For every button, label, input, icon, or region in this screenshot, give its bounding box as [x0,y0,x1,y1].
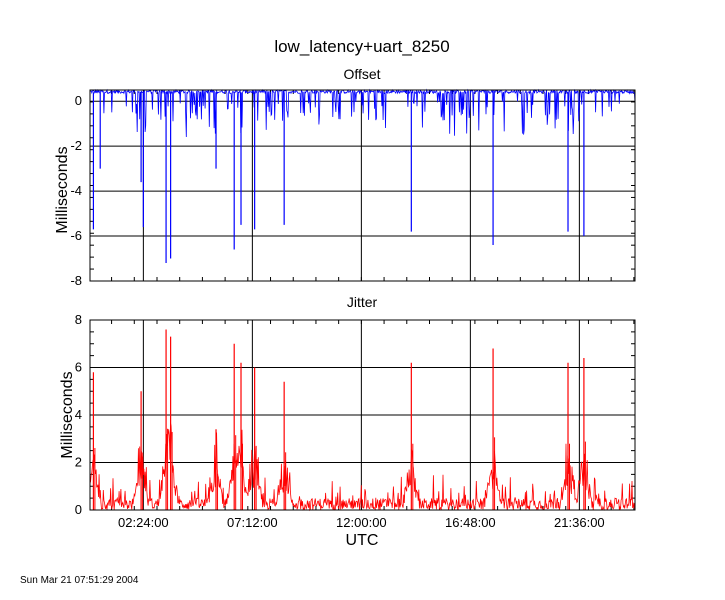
jitter-x-ticks: 02:24:00 07:12:00 12:00:00 16:48:00 21:36:00 [118,515,605,530]
offset-title: Offset [343,66,380,82]
jitter-y-tick-label: 8 [75,312,82,327]
jitter-y-ticks: 0 2 4 6 8 [75,312,82,517]
jitter-plot-frame [89,319,636,511]
x-axis-label: UTC [346,532,379,549]
x-tick-label: 21:36:00 [554,515,605,530]
offset-y-tick-label: 0 [75,93,82,108]
x-tick-label: 16:48:00 [445,515,496,530]
x-tick-label: 12:00:00 [336,515,387,530]
jitter-y-tick-label: 6 [75,360,82,375]
offset-plot-frame [89,89,636,282]
jitter-trace [89,422,636,512]
jitter-panel: Jitter Milliseconds 0 2 4 6 8 02:24:00 07:12:… [59,294,636,530]
x-tick-label: 02:24:00 [118,515,169,530]
x-tick-label: 07:12:00 [227,515,278,530]
jitter-title: Jitter [347,294,378,310]
offset-series [90,88,636,264]
chart-title: low_latency+uart_8250 [274,37,449,56]
offset-grid [90,89,635,282]
offset-trace [90,88,636,138]
offset-y-ticks: 0 -2 -4 -6 -8 [70,93,82,288]
jitter-y-tick-label: 4 [75,407,82,422]
offset-panel: Offset Milliseconds 0 -2 -4 -6 -8 [54,66,636,288]
offset-y-axis-label: Milliseconds [54,146,71,233]
jitter-y-axis-label: Milliseconds [59,371,76,458]
jitter-series [89,329,636,512]
offset-y-tick-label: -2 [70,138,82,153]
timestamp-footer: Sun Mar 21 07:51:29 2004 [20,575,139,586]
jitter-y-tick-label: 0 [75,502,82,517]
jitter-y-tick-label: 2 [75,455,82,470]
offset-y-tick-label: -8 [70,273,82,288]
offset-y-tick-label: -6 [70,228,82,243]
offset-y-tick-label: -4 [70,183,82,198]
